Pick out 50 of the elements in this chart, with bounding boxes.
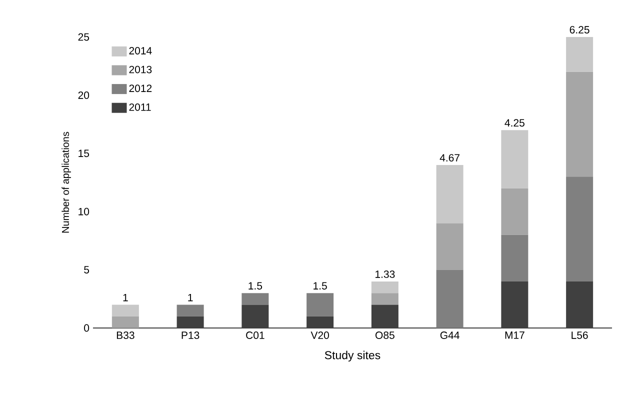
- annotation: 6.25: [570, 26, 590, 34]
- legend-label: 2014: [129, 47, 152, 54]
- bar: [306, 293, 334, 316]
- bar: [371, 293, 398, 305]
- annotation: 1: [123, 294, 128, 302]
- x-tick-label: O85: [376, 332, 394, 339]
- x-tick-label: G44: [440, 332, 460, 339]
- bar: [176, 304, 204, 316]
- annotation: 1.5: [248, 282, 262, 290]
- annotation: 4.25: [504, 119, 524, 127]
- legend-label: 2011: [129, 103, 151, 111]
- bar: [501, 281, 528, 328]
- bar: [176, 316, 204, 328]
- x-tick-label: M17: [505, 332, 524, 339]
- bar: [242, 293, 269, 305]
- bar: [501, 130, 528, 188]
- x-tick-label: C01: [246, 332, 264, 339]
- x-tick-label: B33: [116, 332, 134, 339]
- bar: [501, 188, 528, 235]
- bar: [436, 165, 464, 224]
- annotation: 4.67: [440, 154, 460, 162]
- bar: [566, 281, 594, 328]
- bar: [436, 223, 464, 270]
- legend-label: 2013: [129, 66, 152, 74]
- bar: [371, 281, 398, 294]
- bar: [112, 316, 139, 328]
- x-axis-title: Study sites: [324, 350, 380, 362]
- bar: [306, 316, 334, 328]
- x-tick-label: P13: [182, 332, 200, 339]
- x-tick-label: L56: [572, 332, 588, 339]
- annotation: 1.33: [376, 270, 395, 278]
- legend-label: 2012: [129, 84, 152, 92]
- y-axis-title: Number of applications: [62, 132, 71, 233]
- annotation: 1: [188, 294, 193, 302]
- bar: [566, 37, 594, 72]
- bar: [371, 304, 398, 328]
- bar: [242, 304, 269, 328]
- bar: [112, 304, 139, 316]
- y-tick-label: 25: [78, 33, 90, 41]
- bar: [436, 270, 464, 328]
- bar: [566, 72, 594, 177]
- y-tick-label: 0: [84, 324, 90, 332]
- y-tick-label: 20: [78, 91, 90, 99]
- bar: [501, 234, 528, 282]
- bar: [566, 176, 594, 282]
- x-tick-label: V20: [310, 332, 329, 339]
- y-tick-label: 15: [78, 150, 90, 158]
- y-tick-label: 10: [78, 208, 90, 216]
- y-tick-label: 5: [84, 266, 90, 274]
- annotation: 1.5: [314, 282, 327, 290]
